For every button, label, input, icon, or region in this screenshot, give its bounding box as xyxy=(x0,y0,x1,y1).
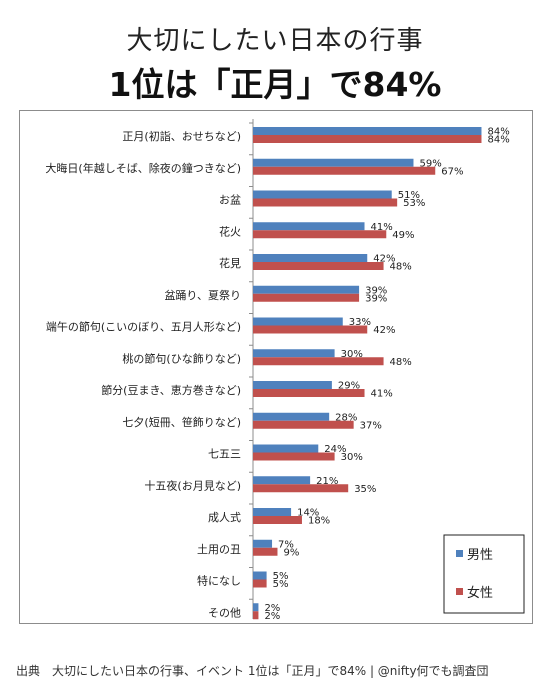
bar-male xyxy=(253,539,273,548)
bar-female xyxy=(253,166,436,175)
category-label: 端午の節句(こいのぼり、五月人形など) xyxy=(46,320,241,334)
data-label: 41% xyxy=(371,389,393,400)
category-label: 正月(初詣、おせちなど) xyxy=(122,129,241,143)
data-label: 33% xyxy=(349,317,371,328)
data-label: 30% xyxy=(341,349,363,360)
data-label: 35% xyxy=(354,484,376,495)
category-label: 七五三 xyxy=(208,448,241,461)
category-label: 十五夜(お月見など) xyxy=(144,478,241,492)
data-label: 48% xyxy=(390,262,412,273)
bar-female xyxy=(253,230,387,239)
category-label: 成人式 xyxy=(208,511,241,524)
bar-female xyxy=(253,420,354,429)
bar-female xyxy=(253,484,349,493)
data-label: 2% xyxy=(264,611,280,622)
data-label: 53% xyxy=(403,198,425,209)
bar-male xyxy=(253,381,332,389)
data-label: 39% xyxy=(365,285,387,296)
category-label: 大晦日(年越しそば、除夜の鐘つきなど) xyxy=(45,161,241,175)
category-label: 土用の丑 xyxy=(197,543,241,556)
category-label: その他 xyxy=(208,606,241,619)
bar-female xyxy=(253,452,335,461)
category-label: 盆踊り、夏祭り xyxy=(164,288,241,302)
bar-male xyxy=(253,571,267,580)
bar-male xyxy=(253,444,319,453)
bar-male xyxy=(253,317,343,326)
legend-label-male: 男性 xyxy=(467,548,493,563)
chart-subtitle: 1位は「正月」で84% xyxy=(108,65,442,104)
bar-male xyxy=(253,603,259,612)
bar-female xyxy=(253,611,259,620)
data-label: 5% xyxy=(273,579,289,590)
bar-female xyxy=(253,389,365,397)
bar-female xyxy=(253,357,384,366)
data-label: 9% xyxy=(283,547,299,558)
bar-female xyxy=(253,293,360,302)
bar-female xyxy=(253,579,267,588)
data-label: 30% xyxy=(341,452,363,463)
bar-male xyxy=(253,349,335,358)
bar-female xyxy=(253,262,384,270)
category-label: 特になし xyxy=(197,574,241,588)
legend-box xyxy=(443,534,525,614)
bar-female xyxy=(253,325,368,334)
data-label: 84% xyxy=(487,127,509,138)
data-label: 21% xyxy=(316,476,338,487)
data-label: 67% xyxy=(441,166,463,177)
data-label: 7% xyxy=(278,539,294,550)
bar-female xyxy=(253,198,398,207)
data-label: 39% xyxy=(365,293,387,304)
data-label: 2% xyxy=(264,603,280,614)
bar-male xyxy=(253,158,414,167)
data-label: 48% xyxy=(390,357,412,368)
bar-chart: 正月(初詣、おせちなど) 84%84% 大晦日(年越しそば、除夜の鐘つきなど) 59%… xyxy=(45,119,525,622)
legend-label-female: 女性 xyxy=(467,585,493,601)
data-label: 29% xyxy=(338,381,360,392)
bar-male xyxy=(253,412,330,421)
bar-male xyxy=(253,190,392,199)
data-label: 42% xyxy=(373,325,395,336)
bar-female xyxy=(253,135,482,143)
bar-male xyxy=(253,222,365,231)
data-label: 41% xyxy=(371,222,393,233)
category-label: 七夕(短冊、笹飾りなど) xyxy=(122,415,241,429)
data-label: 59% xyxy=(419,158,441,169)
category-label: 桃の節句(ひな飾りなど) xyxy=(122,351,241,365)
bar-male xyxy=(253,254,368,262)
bar-female xyxy=(253,547,278,556)
category-label: 節分(豆まき、恵方巻きなど) xyxy=(101,383,241,397)
bar-male xyxy=(253,476,311,485)
category-label: お盆 xyxy=(219,193,241,207)
bar-male xyxy=(253,285,360,294)
bar-female xyxy=(253,516,302,524)
data-label: 42% xyxy=(373,254,395,265)
data-label: 24% xyxy=(324,444,346,455)
legend-swatch-male xyxy=(456,550,463,557)
bar-male xyxy=(253,508,292,516)
category-label: 花火 xyxy=(219,225,241,238)
source-note: 出典 大切にしたい日本の行事、イベント 1位は「正月」で84% | @nifty… xyxy=(16,664,489,678)
chart-area: 正月(初詣、おせちなど) 84% 84% 大晦日(年越しそば、除夜の鐘つきなど) 59%… xyxy=(19,110,533,624)
data-label: 49% xyxy=(392,230,414,241)
chart-title: 大切にしたい日本の行事 xyxy=(126,26,424,56)
data-label: 28% xyxy=(335,412,357,423)
data-label: 84% xyxy=(487,135,509,146)
legend-swatch-female xyxy=(456,588,463,595)
data-label: 37% xyxy=(360,420,382,431)
data-label: 51% xyxy=(398,190,420,201)
data-label: 14% xyxy=(297,508,319,519)
data-label: 5% xyxy=(273,571,289,582)
bar-male xyxy=(253,127,482,135)
data-label: 18% xyxy=(308,516,330,527)
category-label: 花見 xyxy=(219,257,241,270)
